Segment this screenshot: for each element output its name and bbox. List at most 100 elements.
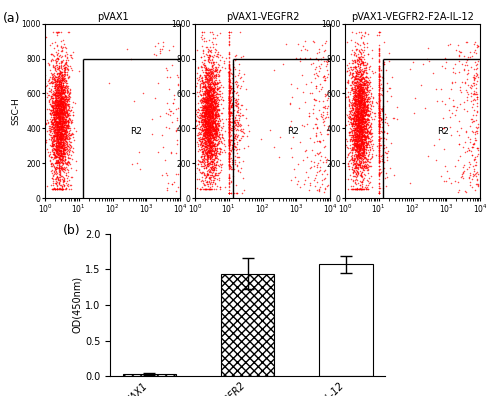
Point xyxy=(298,122,306,128)
Point xyxy=(198,96,206,103)
Point xyxy=(375,110,383,116)
Point xyxy=(364,87,372,93)
Point xyxy=(53,148,61,155)
Point xyxy=(57,100,65,107)
Point xyxy=(56,96,64,103)
Point xyxy=(54,91,62,98)
Point xyxy=(225,184,233,190)
Point xyxy=(202,148,210,155)
Point xyxy=(352,139,360,146)
Point xyxy=(48,126,56,132)
Point xyxy=(208,129,216,135)
Point xyxy=(195,119,203,126)
Point xyxy=(204,135,212,141)
Point xyxy=(362,111,370,117)
Point xyxy=(348,93,356,99)
Point xyxy=(362,141,370,148)
Point xyxy=(375,160,383,167)
Point xyxy=(352,51,360,58)
Point xyxy=(208,164,216,171)
Point xyxy=(206,124,214,131)
Point xyxy=(54,71,62,77)
Point xyxy=(287,118,295,124)
Point xyxy=(214,127,222,133)
Point xyxy=(205,137,213,144)
Point xyxy=(57,159,65,165)
Point xyxy=(466,169,474,176)
Point xyxy=(208,122,216,128)
Point xyxy=(324,183,332,189)
Point xyxy=(360,155,368,161)
Point xyxy=(376,158,384,165)
Point xyxy=(354,186,362,192)
Point xyxy=(60,96,68,102)
Point xyxy=(360,97,368,103)
Point xyxy=(207,104,215,110)
Point xyxy=(352,139,360,146)
Point xyxy=(194,137,202,143)
Point xyxy=(352,162,360,168)
Point xyxy=(368,184,376,190)
Point xyxy=(352,87,360,93)
Point xyxy=(306,135,314,142)
Point xyxy=(208,126,216,132)
Point xyxy=(354,107,362,114)
Point xyxy=(342,136,350,142)
Point xyxy=(358,118,366,124)
Point xyxy=(359,115,367,121)
Point xyxy=(65,123,73,129)
Point xyxy=(212,141,220,147)
Point xyxy=(375,50,383,56)
Point xyxy=(354,128,362,134)
Point xyxy=(56,105,64,112)
Point xyxy=(358,181,366,188)
Point xyxy=(202,127,210,133)
Point xyxy=(240,112,248,118)
Point xyxy=(464,91,472,97)
Point xyxy=(54,137,62,144)
Point xyxy=(49,125,57,131)
Point xyxy=(207,152,215,158)
Point xyxy=(225,103,233,110)
Point xyxy=(53,110,61,116)
Point xyxy=(362,111,370,117)
Point xyxy=(200,156,208,163)
Point xyxy=(46,158,54,164)
Point xyxy=(64,85,72,91)
Point xyxy=(447,132,455,138)
Point xyxy=(225,153,233,159)
Point xyxy=(232,100,240,107)
Point xyxy=(54,122,62,129)
Point xyxy=(59,107,67,113)
Point xyxy=(62,128,70,134)
Point xyxy=(211,99,219,105)
Point xyxy=(358,93,366,99)
Point xyxy=(194,125,202,131)
Point xyxy=(470,49,478,55)
Point xyxy=(350,64,358,70)
Point xyxy=(375,127,383,133)
Point xyxy=(51,63,59,69)
Point xyxy=(64,125,72,131)
Point xyxy=(212,99,220,105)
Point xyxy=(352,101,360,107)
Point xyxy=(58,124,66,130)
Point xyxy=(58,71,66,77)
Point xyxy=(375,110,383,116)
Point xyxy=(379,133,387,140)
Point xyxy=(356,135,364,141)
Point xyxy=(208,39,216,46)
Point xyxy=(60,82,68,88)
Point xyxy=(207,84,215,90)
Point xyxy=(54,103,62,110)
Point xyxy=(354,123,362,129)
Point xyxy=(360,101,368,107)
Point xyxy=(225,161,233,168)
Point xyxy=(208,119,216,125)
Point xyxy=(54,120,62,126)
Point xyxy=(360,81,368,88)
Point xyxy=(54,101,62,108)
Point xyxy=(360,186,368,192)
Point xyxy=(375,110,383,116)
Point xyxy=(375,101,383,108)
